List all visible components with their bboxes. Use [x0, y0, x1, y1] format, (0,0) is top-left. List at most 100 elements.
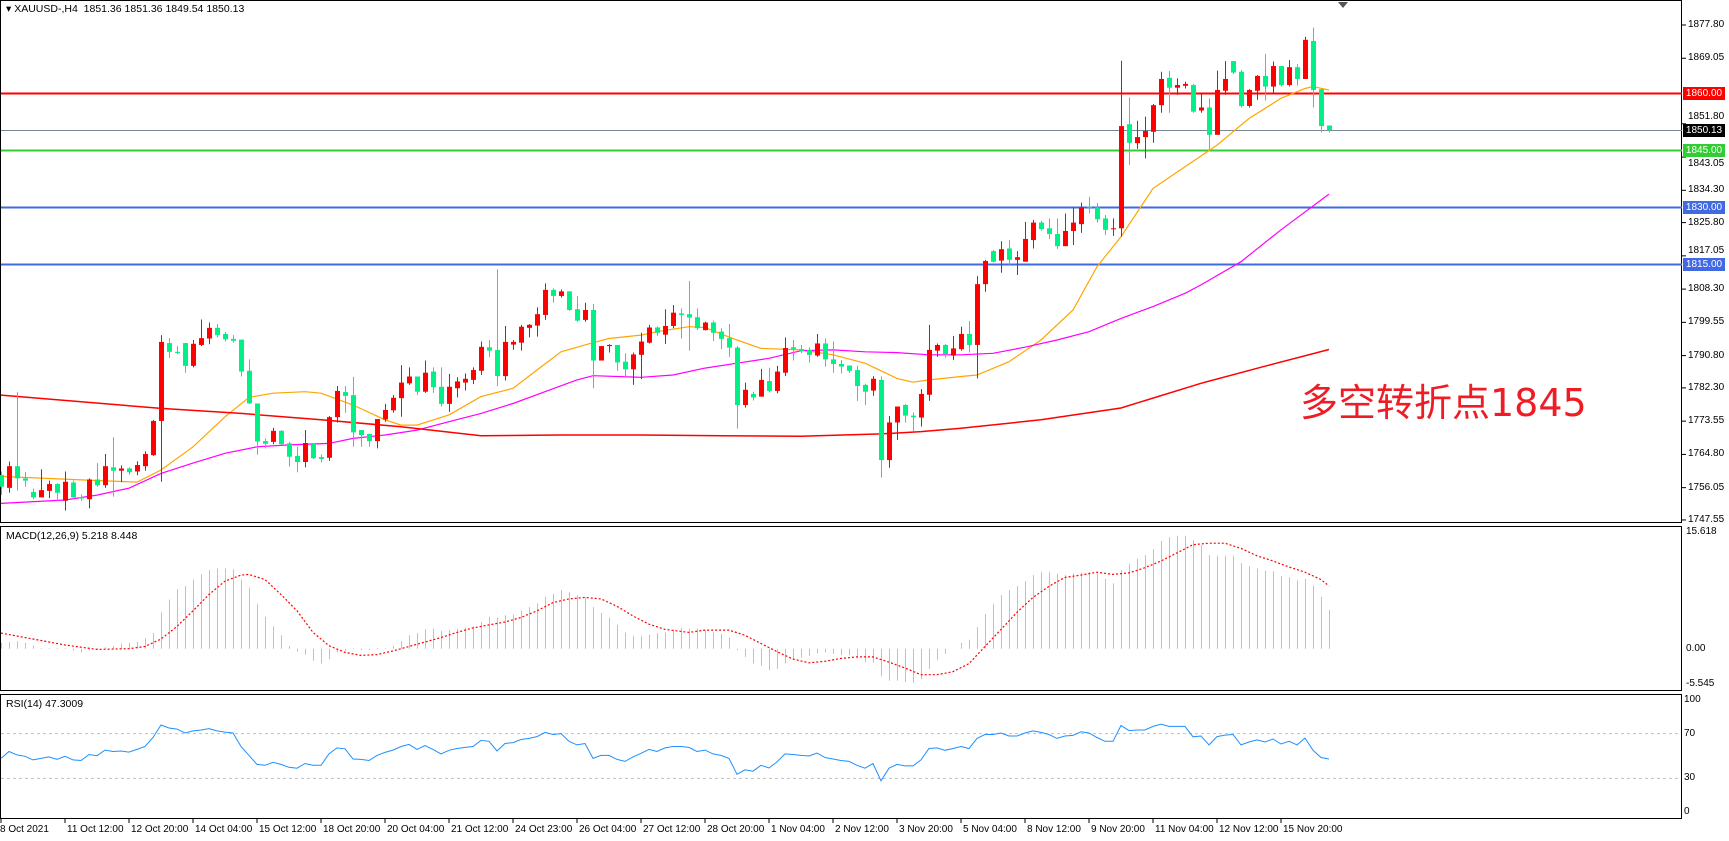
- candle-body: [1199, 107, 1204, 111]
- price-axis-label: 1869.05: [1688, 52, 1725, 64]
- candle-body: [319, 457, 324, 459]
- candle: [471, 367, 476, 385]
- candle: [0, 471, 4, 496]
- mid-moving-average: [0, 193, 1330, 504]
- rsi-levels: [1, 733, 1681, 779]
- candle: [1319, 88, 1324, 133]
- candle-body: [63, 481, 68, 501]
- candle: [575, 295, 580, 322]
- candle: [415, 376, 420, 396]
- candle: [159, 335, 164, 482]
- candle-body: [199, 338, 204, 345]
- candle-body: [1303, 39, 1308, 79]
- candle: [1159, 71, 1164, 113]
- candle: [943, 343, 948, 358]
- candle-body: [503, 341, 508, 377]
- candle: [63, 471, 68, 511]
- candle: [839, 360, 844, 374]
- candle: [535, 307, 540, 337]
- candle-body: [343, 392, 348, 396]
- candle-body: [807, 349, 812, 355]
- candle: [271, 427, 276, 445]
- candle-body: [1079, 207, 1084, 225]
- candle-body: [79, 497, 84, 499]
- candle: [295, 446, 300, 473]
- candle: [607, 344, 612, 353]
- collapse-triangle-icon[interactable]: ▾: [6, 3, 12, 15]
- candle: [31, 488, 36, 500]
- candle: [479, 341, 484, 375]
- candle: [743, 382, 748, 408]
- price-line-label: 1830.00: [1683, 200, 1725, 214]
- candle-body: [183, 343, 188, 366]
- candle: [87, 478, 92, 509]
- candle: [999, 241, 1004, 273]
- rsi-axis-label: 100: [1684, 694, 1701, 705]
- candle-body: [1167, 77, 1172, 88]
- rsi-title: RSI(14) 47.3009: [6, 698, 84, 710]
- candle: [79, 494, 84, 501]
- candle: [439, 367, 444, 407]
- candle: [1087, 196, 1092, 214]
- candle: [1055, 218, 1060, 249]
- candle-body: [135, 465, 140, 472]
- candle-body: [999, 249, 1004, 261]
- candle-body: [511, 341, 516, 345]
- candle: [135, 461, 140, 476]
- candle: [55, 483, 60, 502]
- candle: [23, 471, 28, 487]
- candle: [719, 328, 724, 350]
- price-axis-label: 1877.80: [1688, 19, 1725, 30]
- candle-body: [639, 341, 644, 355]
- candle: [223, 332, 228, 342]
- candle-body: [799, 349, 804, 352]
- rsi-pane-frame: [0, 694, 1682, 819]
- candle: [1015, 251, 1020, 276]
- candle: [311, 443, 316, 459]
- candle-body: [1191, 85, 1196, 112]
- candle: [983, 259, 988, 292]
- candle: [591, 303, 596, 389]
- candle-body: [543, 289, 548, 315]
- candle-body: [1095, 207, 1100, 220]
- candle: [951, 335, 956, 361]
- time-axis-label: 5 Nov 04:00: [963, 824, 1017, 835]
- candle-body: [447, 386, 452, 404]
- time-axis-label: 8 Nov 12:00: [1027, 824, 1081, 835]
- candle: [231, 335, 236, 343]
- macd-signal-line: [0, 542, 1330, 676]
- candle: [1311, 27, 1316, 108]
- candle: [1079, 202, 1084, 233]
- candle: [623, 353, 628, 378]
- price-axis-label: 1764.80: [1688, 448, 1725, 460]
- candle-body: [879, 379, 884, 461]
- candle-body: [1071, 222, 1076, 231]
- time-axis-label: 1 Nov 04:00: [771, 824, 825, 835]
- candle-body: [1047, 228, 1052, 234]
- chart-shift-marker-icon[interactable]: [1338, 2, 1348, 8]
- candle: [1295, 64, 1300, 86]
- candle: [1007, 240, 1012, 266]
- rsi-line: [0, 723, 1330, 782]
- candle-body: [831, 359, 836, 364]
- candle-body: [1255, 75, 1260, 91]
- candle: [343, 386, 348, 413]
- candle: [1327, 125, 1332, 133]
- candle-body: [1247, 89, 1252, 106]
- candle: [207, 322, 212, 345]
- macd-axis-label: 15.618: [1686, 526, 1717, 537]
- candle-body: [615, 344, 620, 363]
- candle-body: [479, 346, 484, 371]
- candle-body: [495, 349, 500, 377]
- annotation-text[interactable]: 多空转折点1845: [1300, 381, 1587, 425]
- candle-body: [935, 344, 940, 351]
- time-axis-label: 14 Oct 04:00: [195, 824, 253, 835]
- candle: [151, 419, 156, 456]
- candle: [1231, 61, 1236, 75]
- candle: [95, 463, 100, 487]
- candle: [423, 360, 428, 393]
- candle-body: [383, 409, 388, 420]
- candle: [255, 403, 260, 455]
- candle-body: [1031, 222, 1036, 241]
